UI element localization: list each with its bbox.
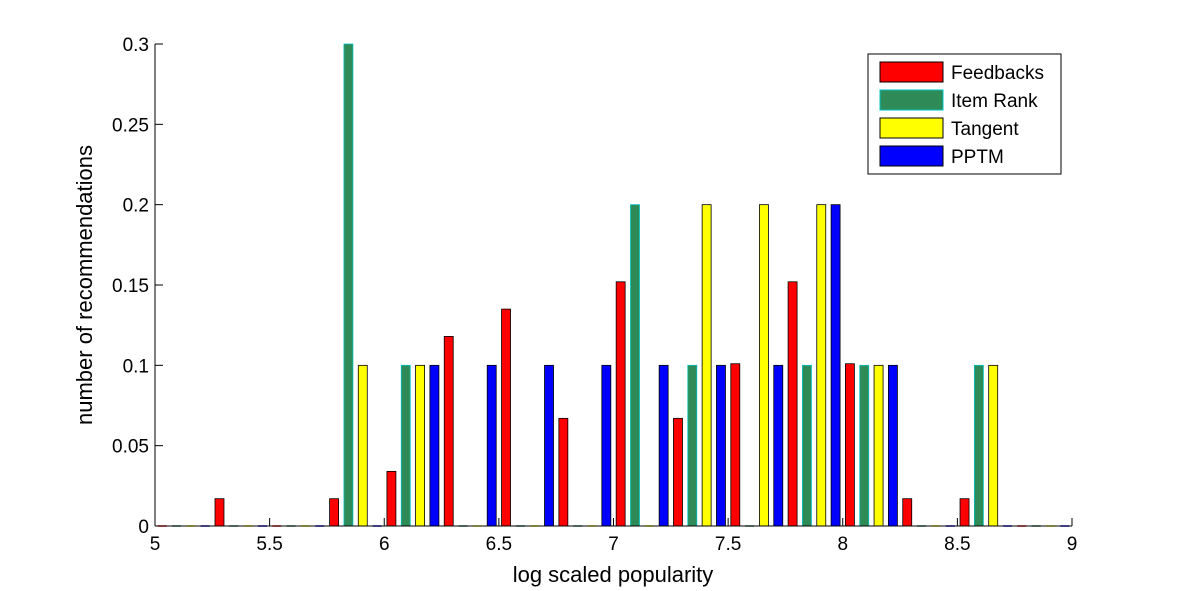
bar-feedbacks-10 bbox=[730, 363, 741, 527]
bar-pptm-11 bbox=[830, 204, 841, 527]
y-tick-label: 0.25 bbox=[112, 115, 149, 136]
legend: Feedbacks Item Rank Tangent PPTM bbox=[867, 53, 1062, 175]
bar-feedbacks-4 bbox=[386, 470, 397, 527]
bar-tangent-11 bbox=[816, 204, 827, 527]
bar-feedbacks-13 bbox=[902, 498, 913, 527]
y-tick-label: 0.2 bbox=[123, 196, 149, 217]
y-tick-label: 0.15 bbox=[112, 276, 149, 297]
y-tick-label: 0.05 bbox=[112, 437, 149, 458]
x-axis-label: log scaled popularity bbox=[513, 562, 714, 587]
bar-feedbacks-1 bbox=[214, 498, 225, 527]
bar-feedbacks-9 bbox=[673, 417, 683, 527]
bar-feedbacks-5 bbox=[443, 336, 454, 527]
legend-label: PPTM bbox=[951, 147, 1004, 168]
bar-tangent-10 bbox=[759, 204, 769, 527]
bar-pptm-7 bbox=[601, 364, 612, 527]
x-ticks: 5 5.5 6 6.5 7 7.5 8 8.5 9 bbox=[150, 518, 1078, 555]
bar-item-rank-11 bbox=[802, 364, 812, 527]
bar-tangent-12 bbox=[873, 364, 884, 527]
bars-layer bbox=[157, 43, 1070, 527]
legend-swatch-pptm bbox=[879, 145, 944, 167]
bar-item-rank-3 bbox=[343, 43, 354, 527]
x-tick-label: 8 bbox=[837, 534, 848, 555]
bar-pptm-9 bbox=[716, 364, 726, 527]
x-tick-label: 5.5 bbox=[256, 534, 282, 555]
bar-pptm-12 bbox=[888, 364, 898, 527]
bar-item-rank-9 bbox=[687, 364, 698, 527]
legend-swatch-feedbacks bbox=[879, 61, 944, 83]
x-tick-label: 7.5 bbox=[715, 534, 741, 555]
bar-pptm-10 bbox=[773, 364, 784, 527]
y-tick-label: 0.3 bbox=[123, 35, 149, 56]
x-tick-label: 8.5 bbox=[944, 534, 970, 555]
legend-label: Tangent bbox=[951, 119, 1019, 140]
bar-feedbacks-12 bbox=[845, 363, 855, 527]
x-tick-label: 7 bbox=[608, 534, 619, 555]
bar-item-rank-12 bbox=[859, 364, 870, 527]
bar-item-rank-14 bbox=[973, 364, 984, 527]
bar-tangent-4 bbox=[415, 364, 425, 527]
bar-pptm-5 bbox=[486, 364, 497, 527]
x-tick-label: 6 bbox=[379, 534, 390, 555]
bar-item-rank-4 bbox=[400, 364, 411, 527]
y-tick-label: 0.1 bbox=[123, 356, 149, 377]
x-tick-label: 9 bbox=[1067, 534, 1078, 555]
bar-tangent-9 bbox=[701, 204, 712, 527]
bar-feedbacks-14 bbox=[959, 498, 970, 527]
bar-tangent-14 bbox=[988, 364, 999, 527]
y-axis-label: number of recommendations bbox=[72, 145, 97, 425]
x-tick-label: 5 bbox=[150, 534, 161, 555]
legend-swatch-tangent bbox=[879, 117, 944, 139]
bar-tangent-3 bbox=[357, 364, 368, 527]
bar-pptm-6 bbox=[544, 364, 554, 527]
legend-label: Feedbacks bbox=[951, 63, 1044, 84]
bar-pptm-4 bbox=[429, 364, 440, 527]
bar-feedbacks-8 bbox=[615, 281, 626, 527]
bar-feedbacks-6 bbox=[501, 308, 511, 527]
bar-pptm-8 bbox=[658, 364, 669, 527]
bar-feedbacks-7 bbox=[558, 417, 569, 527]
bar-item-rank-8 bbox=[630, 204, 640, 527]
y-ticks: 0 0.05 0.1 0.15 0.2 0.25 0.3 bbox=[112, 35, 163, 538]
bar-feedbacks-11 bbox=[787, 281, 798, 527]
legend-label: Item Rank bbox=[951, 91, 1038, 112]
y-tick-label: 0 bbox=[138, 517, 149, 538]
legend-swatch-item-rank bbox=[879, 89, 944, 111]
x-tick-label: 6.5 bbox=[486, 534, 512, 555]
bar-feedbacks-3 bbox=[329, 498, 340, 527]
